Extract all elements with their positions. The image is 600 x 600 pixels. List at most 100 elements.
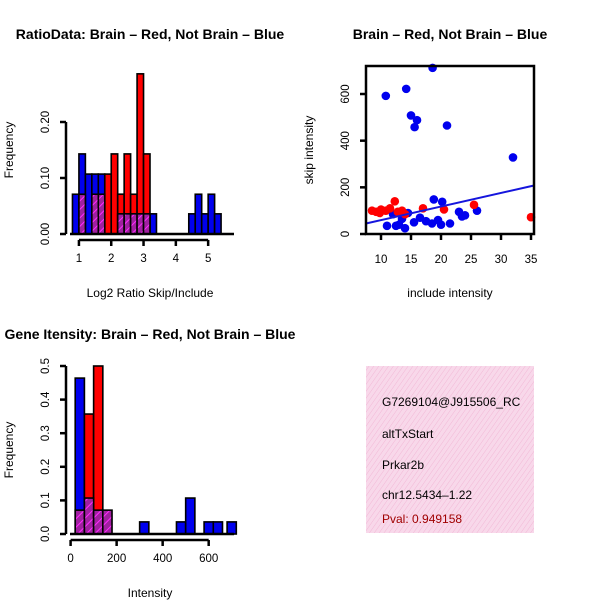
ratio-bar-overlap	[91, 193, 100, 235]
intensity-bar-not-brain	[212, 521, 224, 535]
info-probe-id: G7269104@J915506_RC	[382, 395, 521, 409]
ratio-bar-overlap	[116, 213, 125, 235]
intensity-y-tick-label: 0.2	[40, 459, 52, 475]
info-box-background	[366, 366, 534, 533]
scatter-x-tick-label: 35	[525, 254, 538, 266]
scatter-x-tick-label: 15	[405, 254, 418, 266]
ratio-y-tick-label: 0.10	[40, 167, 52, 189]
scatter-point-brain	[397, 206, 407, 215]
intensity-bar-not-brain	[175, 521, 187, 535]
scatter-point-not-brain	[442, 121, 452, 130]
intensity-bar-not-brain	[226, 521, 238, 535]
scatter-y-tick-label: 600	[340, 84, 352, 103]
scatter-y-tick-label: 400	[340, 131, 352, 150]
ratio-bar-brain	[103, 173, 113, 235]
ratio-y-tick-label: 0.00	[40, 223, 52, 245]
ratio-chart-title: RatioData: Brain – Red, Not Brain – Blue	[16, 26, 285, 42]
intensity-bar-not-brain	[138, 521, 150, 535]
intensity-x-tick-label: 600	[199, 553, 218, 565]
intensity-x-tick-label: 400	[153, 553, 172, 565]
scatter-x-axis-label: include intensity	[407, 286, 492, 300]
scatter-point-not-brain	[429, 195, 439, 204]
intensity-bar-overlap	[74, 509, 86, 535]
info-box-clip: G7269104@J915506_RC altTxStart Prkar2b c…	[382, 395, 521, 526]
ratio-bar-brain	[110, 153, 119, 235]
ratio-bar-overlap	[97, 193, 106, 235]
scatter-point-not-brain	[401, 84, 411, 94]
ratio-bar-not-brain	[187, 213, 197, 235]
ratio-bar-not-brain	[84, 173, 93, 235]
ratio-bar-not-brain	[149, 213, 158, 235]
ratio-bar-overlap	[78, 193, 87, 235]
intensity-x-axis-label: Intensity	[128, 586, 173, 600]
ratio-x-tick-label: 1	[76, 253, 82, 265]
ratio-bar-overlap	[136, 213, 145, 235]
scatter-point-not-brain	[437, 197, 447, 207]
ratio-bar-brain	[136, 73, 145, 235]
scatter-point-not-brain	[410, 122, 419, 132]
intensity-bar-not-brain	[184, 497, 196, 535]
intensity-bar-overlap	[92, 509, 104, 535]
ratio-x-tick-label: 4	[173, 253, 180, 265]
scatter-point-not-brain	[508, 153, 518, 162]
intensity-chart-title: Gene Itensity: Brain – Red, Not Brain – …	[5, 326, 296, 342]
ratio-bar-overlap	[129, 213, 138, 235]
intensity-x-tick-label: 0	[67, 553, 73, 565]
intensity-bars	[74, 365, 238, 535]
scatter-chart-title: Brain – Red, Not Brain – Blue	[353, 26, 548, 42]
scatter-point-brain	[375, 208, 385, 218]
ratio-y-axis-label: Frequency	[2, 122, 16, 179]
intensity-y-tick-label: 0.5	[40, 358, 52, 374]
scatter-point-brain	[469, 200, 479, 210]
intensity-y-tick-label: 0.3	[40, 425, 52, 441]
scatter-point-not-brain	[433, 215, 443, 225]
intensity-x-tick-label: 200	[107, 553, 126, 565]
info-location: chr12.5434–1.22	[382, 488, 472, 502]
intensity-histogram-panel: Gene Itensity: Brain – Red, Not Brain – …	[2, 326, 296, 600]
scatter-axes: 10 15 20 25 30 35 0 200 400 600	[340, 64, 538, 266]
scatter-points	[365, 63, 536, 233]
info-event-type: altTxStart	[382, 427, 434, 441]
scatter-x-tick-label: 20	[435, 254, 448, 266]
intensity-bar-not-brain	[203, 521, 215, 535]
intensity-bar-overlap	[83, 497, 95, 535]
scatter-plot-frame	[364, 64, 536, 236]
ratio-bar-not-brain	[207, 193, 216, 235]
ratio-bar-not-brain	[200, 213, 209, 235]
ratio-axes: 0.00 0.10 0.20 1 2 3 4 5	[40, 111, 234, 265]
scatter-x-tick-label: 30	[495, 254, 508, 266]
ratio-histogram-panel: RatioData: Brain – Red, Not Brain – Blue…	[2, 26, 284, 300]
scatter-panel: Brain – Red, Not Brain – Blue include in…	[302, 26, 547, 300]
intensity-bar-overlap	[102, 509, 113, 535]
ratio-x-tick-label: 2	[108, 253, 114, 265]
ratio-x-axis-label: Log2 Ratio Skip/Include	[87, 286, 214, 300]
intensity-y-axis-label: Frequency	[2, 422, 16, 479]
scatter-point-not-brain	[460, 211, 470, 220]
intensity-axes: 0.0 0.1 0.2 0.3 0.4 0.5 0 200 400 600	[40, 358, 234, 565]
scatter-point-not-brain	[409, 218, 419, 227]
info-pval: Pval: 0.949158	[382, 512, 462, 526]
scatter-point-not-brain	[406, 111, 416, 120]
ratio-x-tick-label: 3	[140, 253, 146, 265]
intensity-y-tick-label: 0.0	[40, 526, 52, 542]
ratio-bars	[71, 73, 222, 235]
scatter-point-not-brain	[382, 221, 392, 231]
intensity-bar-brain	[92, 365, 104, 535]
ratio-y-tick-label: 0.20	[40, 111, 52, 133]
scatter-y-axis-label: skip intensity	[302, 116, 316, 185]
scatter-point-brain	[390, 197, 400, 206]
info-gene-name: Prkar2b	[382, 458, 424, 472]
scatter-point-brain	[385, 204, 395, 213]
scatter-point-not-brain	[412, 115, 422, 125]
ratio-bar-not-brain	[194, 193, 203, 235]
scatter-fit-line	[365, 184, 535, 225]
intensity-y-tick-label: 0.1	[40, 492, 52, 508]
scatter-point-not-brain	[381, 91, 391, 101]
scatter-point-not-brain	[394, 220, 404, 229]
intensity-y-tick-label: 0.4	[40, 391, 52, 408]
info-panel: G7269104@J915506_RC altTxStart Prkar2b c…	[366, 366, 534, 533]
scatter-point-not-brain	[445, 219, 455, 228]
scatter-x-tick-label: 25	[465, 254, 478, 266]
ratio-bar-not-brain	[71, 193, 80, 235]
